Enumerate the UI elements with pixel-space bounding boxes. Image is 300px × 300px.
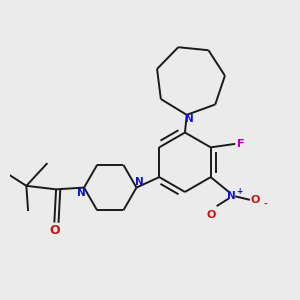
Text: N: N xyxy=(135,177,143,187)
Text: O: O xyxy=(250,195,260,205)
Text: +: + xyxy=(236,187,242,196)
Text: F: F xyxy=(237,139,245,149)
Text: O: O xyxy=(49,224,60,237)
Text: O: O xyxy=(206,209,215,220)
Text: N: N xyxy=(185,114,194,124)
Text: N: N xyxy=(77,188,86,198)
Text: N: N xyxy=(227,191,236,201)
Text: -: - xyxy=(263,200,267,208)
